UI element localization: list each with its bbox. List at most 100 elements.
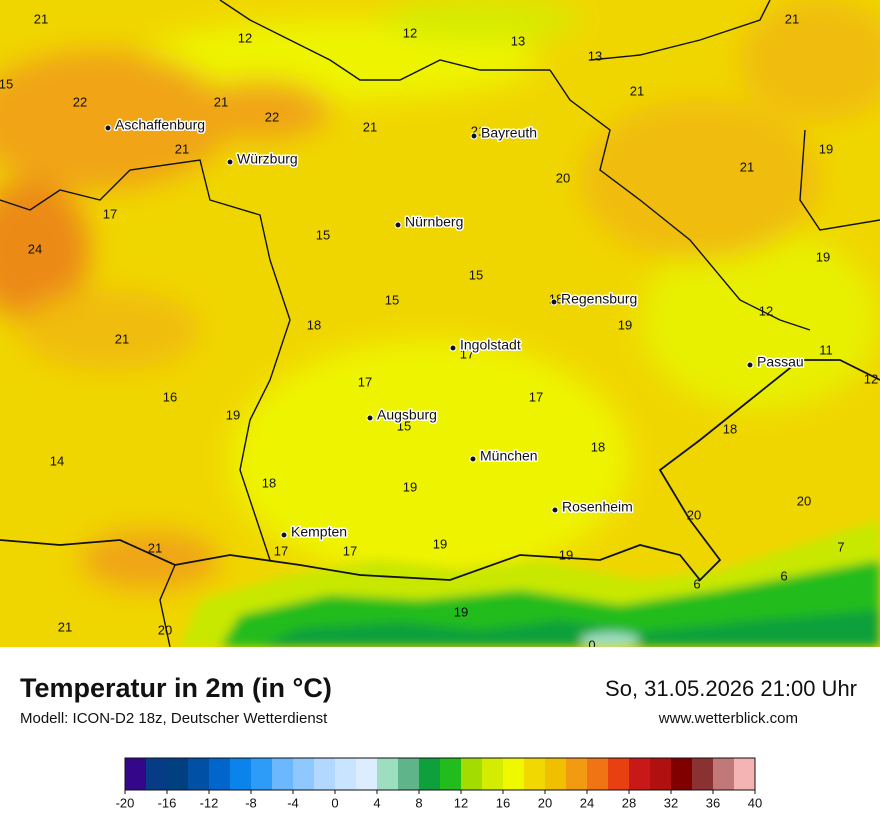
temperature-value: 21 bbox=[115, 331, 129, 346]
temperature-value: 19 bbox=[559, 547, 573, 562]
city-dot bbox=[226, 158, 234, 166]
temperature-value: 18 bbox=[600, 500, 614, 515]
colorbar-tick-label: 16 bbox=[496, 795, 510, 810]
temperature-value: 12 bbox=[759, 303, 773, 318]
temperature-value: 18 bbox=[723, 421, 737, 436]
temperature-value: 21 bbox=[175, 141, 189, 156]
temperature-value: 12 bbox=[864, 371, 878, 386]
colorbar-segment bbox=[734, 758, 756, 790]
colorbar-segment bbox=[230, 758, 252, 790]
colorbar-segment bbox=[314, 758, 336, 790]
city-name: Aschaffenburg bbox=[115, 117, 205, 133]
temperature-value: 21 bbox=[630, 83, 644, 98]
temperature-value: 21 bbox=[785, 11, 799, 26]
temperature-labels: 21 12 12 13 13 21 15 22 21 22 21 21 21 21 20 21 19 17 15 24… bbox=[0, 11, 878, 652]
colorbar-segment bbox=[356, 758, 378, 790]
city-dot bbox=[550, 298, 558, 306]
city-dot bbox=[470, 132, 478, 140]
colorbar-segment bbox=[146, 758, 168, 790]
colorbar-segment bbox=[251, 758, 273, 790]
colorbar-segment bbox=[377, 758, 399, 790]
colorbar-segment bbox=[566, 758, 588, 790]
colorbar-segment bbox=[335, 758, 357, 790]
colorbar-tick-label: -4 bbox=[287, 795, 299, 810]
colorbar-tick-label: 40 bbox=[748, 795, 762, 810]
borders bbox=[0, 0, 880, 647]
colorbar: -20 -16 -12 -8 -4 0 4 8 12 16 20 24 28 32 36 40 bbox=[116, 757, 762, 810]
colorbar-segment bbox=[713, 758, 735, 790]
city-name: Würzburg bbox=[237, 151, 298, 167]
city-dot bbox=[104, 124, 112, 132]
city-dot bbox=[366, 414, 374, 422]
colorbar-segment bbox=[167, 758, 189, 790]
temperature-value: 17 bbox=[529, 389, 543, 404]
temperature-value: 19 bbox=[403, 479, 417, 494]
temperature-value: 15 bbox=[469, 267, 483, 282]
temperature-value: 19 bbox=[618, 317, 632, 332]
colorbar-tick-label: -20 bbox=[116, 795, 135, 810]
temperature-value: 21 bbox=[740, 159, 754, 174]
colorbar-segment bbox=[692, 758, 714, 790]
colorbar-tick-label: 4 bbox=[373, 795, 380, 810]
city-name: Ingolstadt bbox=[460, 337, 521, 353]
temperature-value: 21 bbox=[58, 619, 72, 634]
temperature-value: 24 bbox=[28, 241, 42, 256]
city-dot bbox=[394, 221, 402, 229]
colorbar-segment bbox=[608, 758, 630, 790]
temperature-value: 17 bbox=[343, 543, 357, 558]
temperature-value: 17 bbox=[103, 206, 117, 221]
colorbar-segment bbox=[545, 758, 567, 790]
colorbar-tick-label: 36 bbox=[706, 795, 720, 810]
city-name: Augsburg bbox=[377, 407, 437, 423]
temperature-field bbox=[0, 0, 880, 590]
temperature-value: 20 bbox=[797, 493, 811, 508]
temperature-value: 18 bbox=[591, 439, 605, 454]
temperature-value: 20 bbox=[687, 507, 701, 522]
temperature-value: 0 bbox=[588, 637, 595, 652]
title: Temperatur in 2m (in °C) bbox=[20, 673, 332, 703]
colorbar-segment bbox=[503, 758, 525, 790]
city-name: München bbox=[480, 448, 538, 464]
datetime: So, 31.05.2026 21:00 Uhr bbox=[605, 676, 857, 701]
colorbar-tick-label: -8 bbox=[245, 795, 257, 810]
temperature-value: 7 bbox=[837, 539, 844, 554]
temperature-value: 22 bbox=[265, 109, 279, 124]
temperature-value: 15 bbox=[397, 418, 411, 433]
city-name: Nürnberg bbox=[405, 214, 463, 230]
temperature-value: 19 bbox=[226, 407, 240, 422]
temperature-value: 6 bbox=[693, 576, 700, 591]
temperature-value: 21 bbox=[34, 11, 48, 26]
temperature-value: 18 bbox=[307, 317, 321, 332]
colorbar-segment bbox=[293, 758, 315, 790]
colorbar-tick-label: 32 bbox=[664, 795, 678, 810]
city-dot bbox=[551, 506, 559, 514]
map: 21 12 12 13 13 21 15 22 21 22 21 21 21 21 20 21 19 17 15 24… bbox=[0, 0, 880, 652]
colorbar-segment bbox=[650, 758, 672, 790]
colorbar-tick-label: 8 bbox=[415, 795, 422, 810]
colorbar-segment bbox=[188, 758, 210, 790]
colorbar-segment bbox=[482, 758, 504, 790]
colorbar-segment bbox=[587, 758, 609, 790]
city-name: Kempten bbox=[291, 524, 347, 540]
colorbar-segment bbox=[398, 758, 420, 790]
temperature-value: 20 bbox=[158, 622, 172, 637]
temperature-value: 21 bbox=[214, 94, 228, 109]
temperature-value: 19 bbox=[819, 141, 833, 156]
colorbar-segment bbox=[419, 758, 441, 790]
colorbar-tick-label: 12 bbox=[454, 795, 468, 810]
temperature-value: 15 bbox=[0, 76, 13, 91]
colorbar-tick-label: -16 bbox=[158, 795, 177, 810]
colorbar-tick-label: 24 bbox=[580, 795, 594, 810]
colorbar-segment bbox=[461, 758, 483, 790]
temperature-value: 17 bbox=[358, 374, 372, 389]
city-name: Regensburg bbox=[561, 291, 637, 307]
temperature-value: 19 bbox=[454, 604, 468, 619]
temperature-value: 15 bbox=[385, 292, 399, 307]
colorbar-segment bbox=[209, 758, 231, 790]
temperature-value: 15 bbox=[316, 227, 330, 242]
temperature-value: 18 bbox=[262, 475, 276, 490]
colorbar-segment bbox=[272, 758, 294, 790]
temperature-value: 17 bbox=[460, 346, 474, 361]
temperature-value: 22 bbox=[73, 94, 87, 109]
city-dot bbox=[449, 344, 457, 352]
